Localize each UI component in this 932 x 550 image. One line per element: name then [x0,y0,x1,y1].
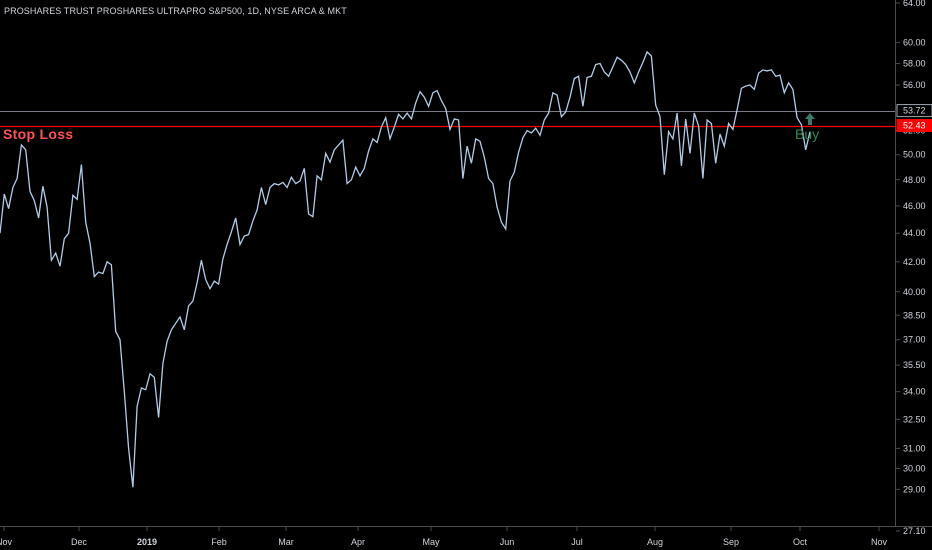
y-tick-label: 64.00 [903,0,926,8]
y-tick-label: 50.00 [903,150,926,160]
y-tick-label: 30.00 [903,464,926,474]
last-price-badge-label: 53.72 [903,106,926,116]
y-tick-label: 46.00 [903,201,926,211]
y-tick-label: 29.00 [903,484,926,494]
y-tick-label: 44.00 [903,228,926,238]
x-tick-label: Mar [278,537,294,547]
x-tick-label: Oct [793,537,808,547]
y-tick-label: 37.00 [903,335,926,345]
x-tick-label: Feb [211,537,227,547]
stop-price-badge [896,119,932,133]
x-tick-label: Sep [723,537,739,547]
y-tick-label: 60.00 [903,38,926,48]
buy-arrow-shape [805,113,815,125]
y-tick-label: 31.00 [903,443,926,453]
last-price-badge [896,104,932,118]
stop-loss-label: Stop Loss [3,126,74,142]
x-tick-label: May [422,537,440,547]
y-tick-label: 40.00 [903,287,926,297]
buy-label: Buy [795,126,820,142]
price-series-line [0,50,811,488]
chart-title: PROSHARES TRUST PROSHARES ULTRAPRO S&P50… [4,6,347,16]
y-tick-label: 58.00 [903,58,926,68]
buy-arrow-icon [805,113,815,125]
y-tick-label: 32.50 [903,414,926,424]
stop-price-badge-label: 52.43 [903,121,926,131]
y-tick-label: 38.50 [903,310,926,320]
x-tick-label: Aug [647,537,663,547]
x-tick-label: Dec [71,537,88,547]
y-tick-label: 27.10 [903,526,926,536]
y-tick-label: 34.00 [903,387,926,397]
x-tick-label: Nov [0,537,12,547]
y-tick-label: 56.00 [903,80,926,90]
x-tick-label: Nov [871,537,888,547]
x-tick-label: Apr [351,537,365,547]
y-tick-label: 42.00 [903,257,926,267]
y-tick-label: 35.50 [903,360,926,370]
y-tick-label: 48.00 [903,175,926,185]
x-tick-label: 2019 [137,537,157,547]
x-tick-label: Jun [500,537,515,547]
x-tick-label: Jul [571,537,583,547]
